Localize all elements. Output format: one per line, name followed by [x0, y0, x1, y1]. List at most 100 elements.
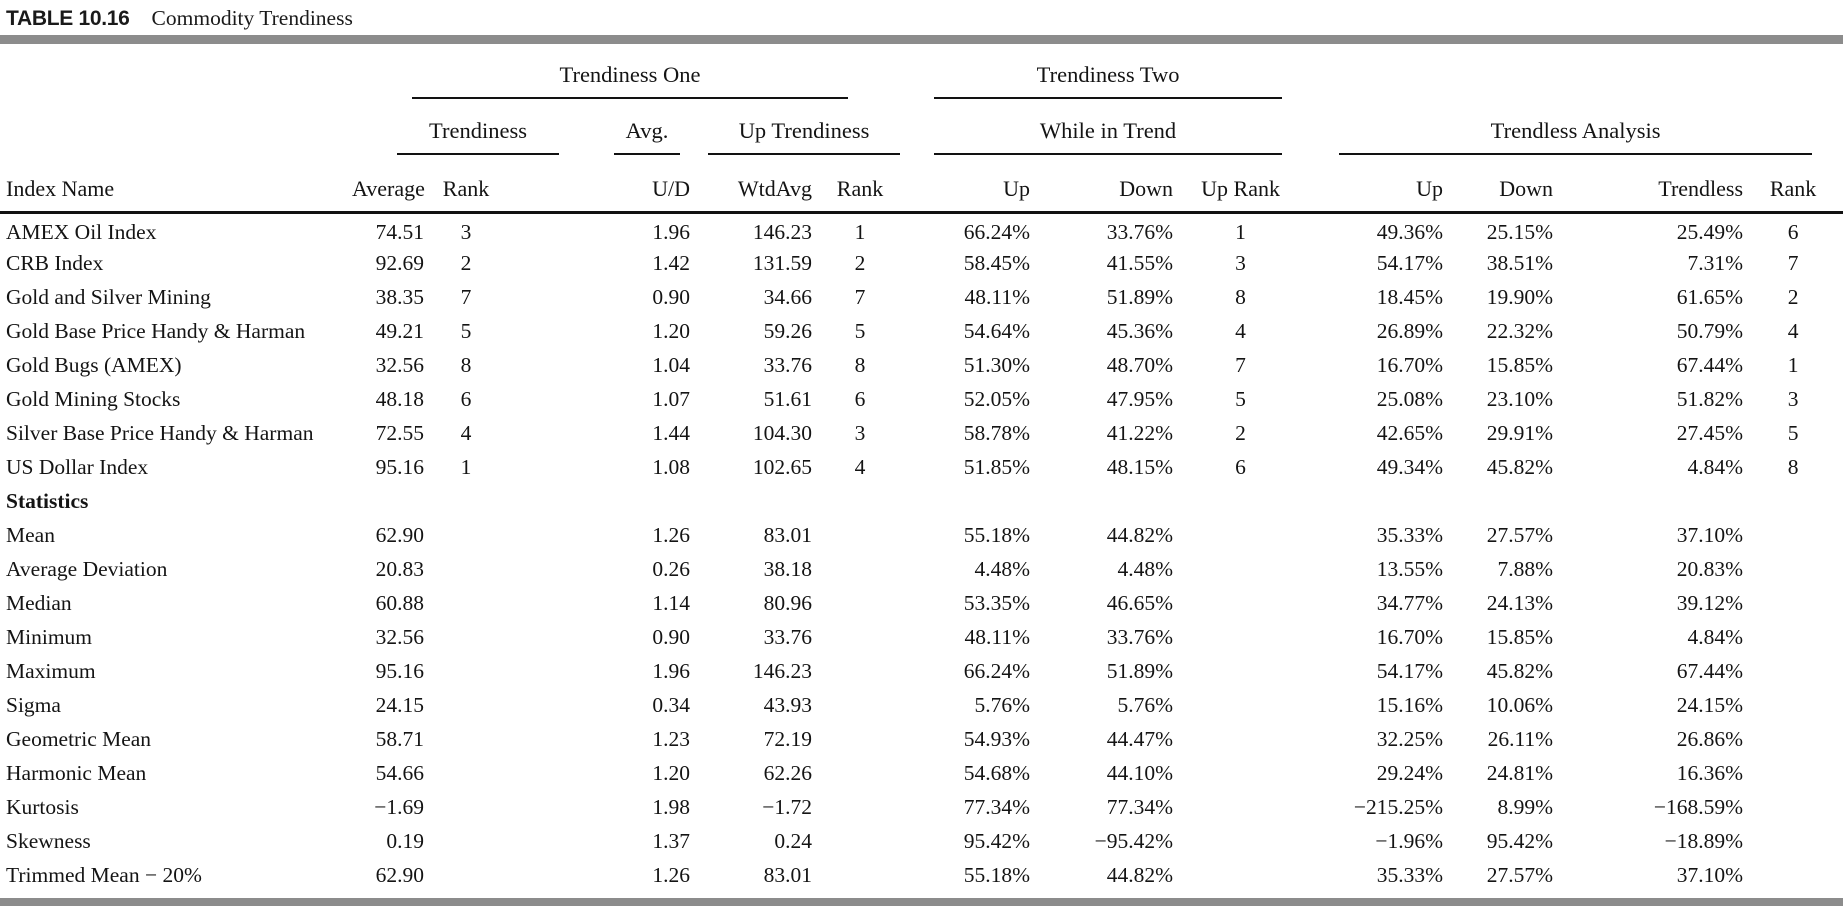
- value-cell: 7: [460, 284, 472, 309]
- subgroup-while-in-trend: While in Trend: [908, 99, 1308, 155]
- subgroup-trendless-analysis: Trendless Analysis: [1308, 99, 1843, 155]
- value-cell: 5.76%: [974, 692, 1031, 717]
- value-cell: [1173, 722, 1308, 756]
- subgroup-avg-label: Avg.: [625, 118, 669, 143]
- spacer-cell: [508, 280, 604, 314]
- value-cell: 5.76%: [1117, 692, 1174, 717]
- spacer-cell: [508, 654, 604, 688]
- value-cell: 5: [1787, 420, 1799, 445]
- value-cell: [1173, 756, 1308, 790]
- value-cell: 20.83: [375, 556, 424, 581]
- value-cell: 4.84%: [1687, 454, 1744, 479]
- value-cell: 3: [460, 220, 472, 245]
- value-cell: 5: [460, 318, 472, 343]
- value-cell: 48.15%: [1106, 454, 1174, 479]
- value-cell: 62.90: [375, 862, 424, 887]
- value-cell: 61.65%: [1676, 284, 1744, 309]
- table-row: Trimmed Mean − 20% 62.90 1.26 83.01 55.18% 44…: [0, 858, 1843, 892]
- value-cell: 54.17%: [1376, 658, 1444, 683]
- value-cell: [424, 756, 508, 790]
- col-index-name: Index Name: [0, 155, 352, 214]
- value-cell: 4: [854, 454, 866, 479]
- value-cell: 5: [854, 318, 866, 343]
- section-filler: [352, 484, 1843, 518]
- table-row: Average Deviation 20.83 0.26 38.18 4.48% 4.48…: [0, 552, 1843, 586]
- subgroup-avg: Avg.: [604, 99, 690, 155]
- row-label: Sigma: [6, 692, 61, 717]
- value-cell: 1.26: [652, 522, 690, 547]
- group-trendiness-two-label: Trendiness Two: [1036, 62, 1180, 87]
- value-cell: [1743, 722, 1843, 756]
- row-label: Mean: [6, 522, 55, 547]
- value-cell: 19.90%: [1486, 284, 1554, 309]
- value-cell: [1173, 620, 1308, 654]
- value-cell: [1173, 552, 1308, 586]
- table-title: Commodity Trendiness: [151, 6, 353, 30]
- value-cell: 1.08: [652, 454, 690, 479]
- empty-cell: [1308, 44, 1843, 99]
- value-cell: 22.32%: [1486, 318, 1554, 343]
- value-cell: 1.20: [652, 318, 690, 343]
- value-cell: 95.16: [375, 454, 424, 479]
- value-cell: 0.24: [774, 828, 812, 853]
- value-cell: 1.98: [652, 794, 690, 819]
- value-cell: 13.55%: [1376, 556, 1444, 581]
- value-cell: 25.15%: [1486, 220, 1554, 245]
- table-number-label: TABLE 10.16: [6, 7, 130, 30]
- table-row: Sigma 24.15 0.34 43.93 5.76% 5.76% 15.16% 10.06…: [0, 688, 1843, 722]
- value-cell: 7.88%: [1497, 556, 1554, 581]
- value-cell: [1173, 790, 1308, 824]
- value-cell: 27.45%: [1676, 420, 1744, 445]
- row-label: Harmonic Mean: [6, 760, 147, 785]
- value-cell: 54.64%: [963, 318, 1031, 343]
- value-cell: 45.82%: [1486, 658, 1554, 683]
- value-cell: [812, 722, 908, 756]
- value-cell: 146.23: [752, 220, 812, 245]
- column-header-row: Index Name Average Rank U/D WtdAvg Rank …: [0, 155, 1843, 214]
- value-cell: 1: [1787, 352, 1799, 377]
- value-cell: 92.69: [375, 250, 424, 275]
- value-cell: [1173, 586, 1308, 620]
- value-cell: 0.90: [652, 284, 690, 309]
- spacer-cell: [508, 688, 604, 722]
- value-cell: 51.30%: [963, 352, 1031, 377]
- row-label: Geometric Mean: [6, 726, 152, 751]
- value-cell: 35.33%: [1376, 522, 1444, 547]
- value-cell: 49.36%: [1376, 220, 1444, 245]
- row-label: CRB Index: [6, 250, 104, 275]
- value-cell: 67.44%: [1676, 352, 1744, 377]
- value-cell: 4: [1787, 318, 1799, 343]
- value-cell: 29.91%: [1486, 420, 1554, 445]
- value-cell: 54.17%: [1376, 250, 1444, 275]
- col-up-rank: Up Rank: [1173, 155, 1309, 214]
- row-label: Gold Bugs (AMEX): [6, 352, 182, 377]
- value-cell: 4.48%: [1117, 556, 1174, 581]
- value-cell: 48.70%: [1106, 352, 1174, 377]
- value-cell: 58.71: [375, 726, 424, 751]
- row-label: US Dollar Index: [6, 454, 149, 479]
- spacer-cell: [508, 552, 604, 586]
- value-cell: [1743, 858, 1843, 892]
- value-cell: 8.99%: [1497, 794, 1554, 819]
- spacer-cell: [508, 155, 604, 214]
- value-cell: [1743, 688, 1843, 722]
- group-header-row-2: Trendiness Avg. Up Trendiness While in T…: [0, 99, 1843, 155]
- value-cell: [812, 620, 908, 654]
- spacer-cell: [508, 314, 604, 348]
- value-cell: [812, 858, 908, 892]
- row-label: Trimmed Mean − 20%: [6, 862, 202, 887]
- value-cell: 72.55: [375, 420, 424, 445]
- spacer-cell: [508, 382, 604, 416]
- value-cell: 3: [1235, 250, 1246, 275]
- value-cell: 59.26: [763, 318, 812, 343]
- value-cell: 27.57%: [1486, 862, 1554, 887]
- value-cell: 45.82%: [1486, 454, 1554, 479]
- value-cell: 1: [854, 220, 866, 245]
- value-cell: 48.18: [375, 386, 424, 411]
- value-cell: 54.93%: [963, 726, 1031, 751]
- value-cell: [424, 722, 508, 756]
- table-row: Gold Mining Stocks 48.18 6 1.07 51.61 6 52.05%…: [0, 382, 1843, 416]
- value-cell: 8: [854, 352, 866, 377]
- value-cell: 77.34%: [963, 794, 1031, 819]
- value-cell: 146.23: [752, 658, 812, 683]
